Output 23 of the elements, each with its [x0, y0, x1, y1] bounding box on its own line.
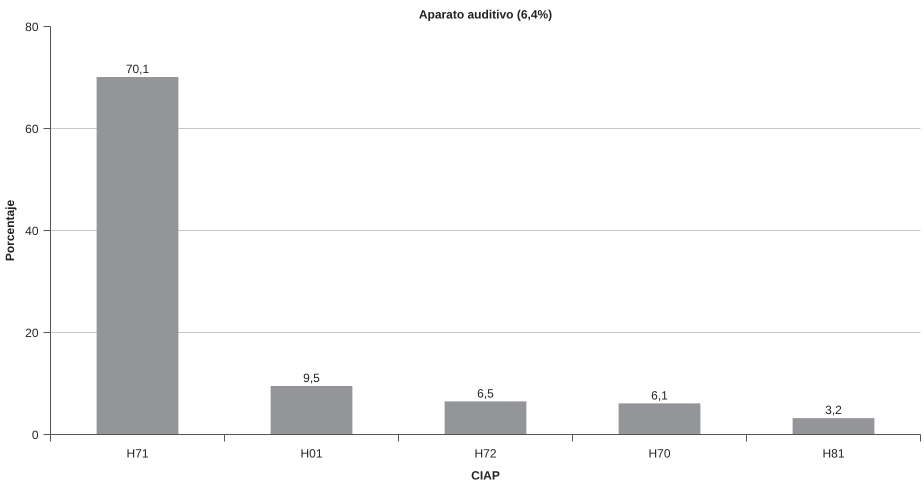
- bar: [444, 401, 526, 434]
- y-tick-label: 60: [25, 122, 39, 136]
- data-label: 6,5: [477, 386, 494, 400]
- bar: [270, 386, 352, 434]
- data-label: 6,1: [651, 388, 668, 402]
- y-tick-label: 0: [32, 428, 39, 442]
- y-axis-title: Porcentaje: [3, 199, 18, 262]
- x-axis-title: CIAP: [471, 468, 500, 482]
- bar: [618, 403, 700, 434]
- x-tick-label: H70: [648, 446, 671, 460]
- chart-title: Aparato auditivo (6,4%): [418, 8, 552, 22]
- x-tick-label: H72: [474, 446, 497, 460]
- bar: [792, 418, 874, 434]
- x-tick-label: H01: [300, 446, 323, 460]
- data-label: 3,2: [825, 403, 842, 418]
- data-label: 9,5: [303, 371, 320, 386]
- x-tick-label: H71: [126, 446, 149, 460]
- y-tick-label: 20: [25, 326, 39, 340]
- data-label: 70,1: [126, 62, 150, 76]
- y-tick-label: 80: [25, 20, 39, 34]
- x-tick-label: H81: [822, 446, 845, 460]
- bar: [96, 76, 178, 434]
- y-tick-label: 40: [25, 224, 39, 238]
